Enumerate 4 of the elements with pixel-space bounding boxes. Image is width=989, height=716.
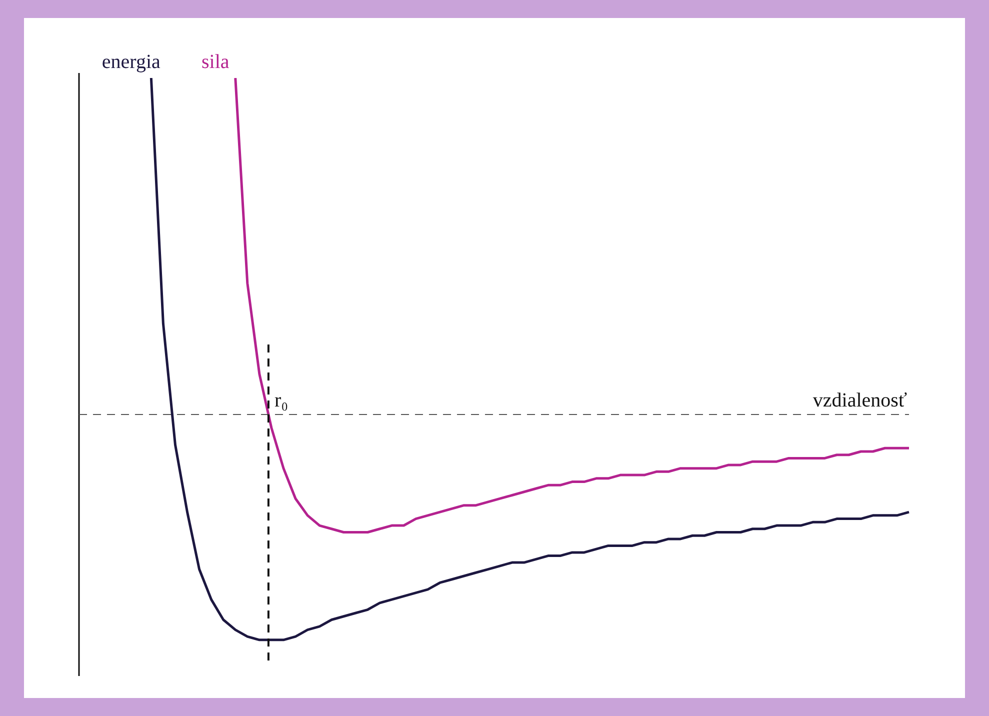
series-label: sila bbox=[201, 51, 230, 73]
annotation: r₀ bbox=[274, 389, 288, 412]
series-label: energia bbox=[102, 51, 161, 73]
x-axis-title: vzdialenosť bbox=[812, 389, 908, 412]
